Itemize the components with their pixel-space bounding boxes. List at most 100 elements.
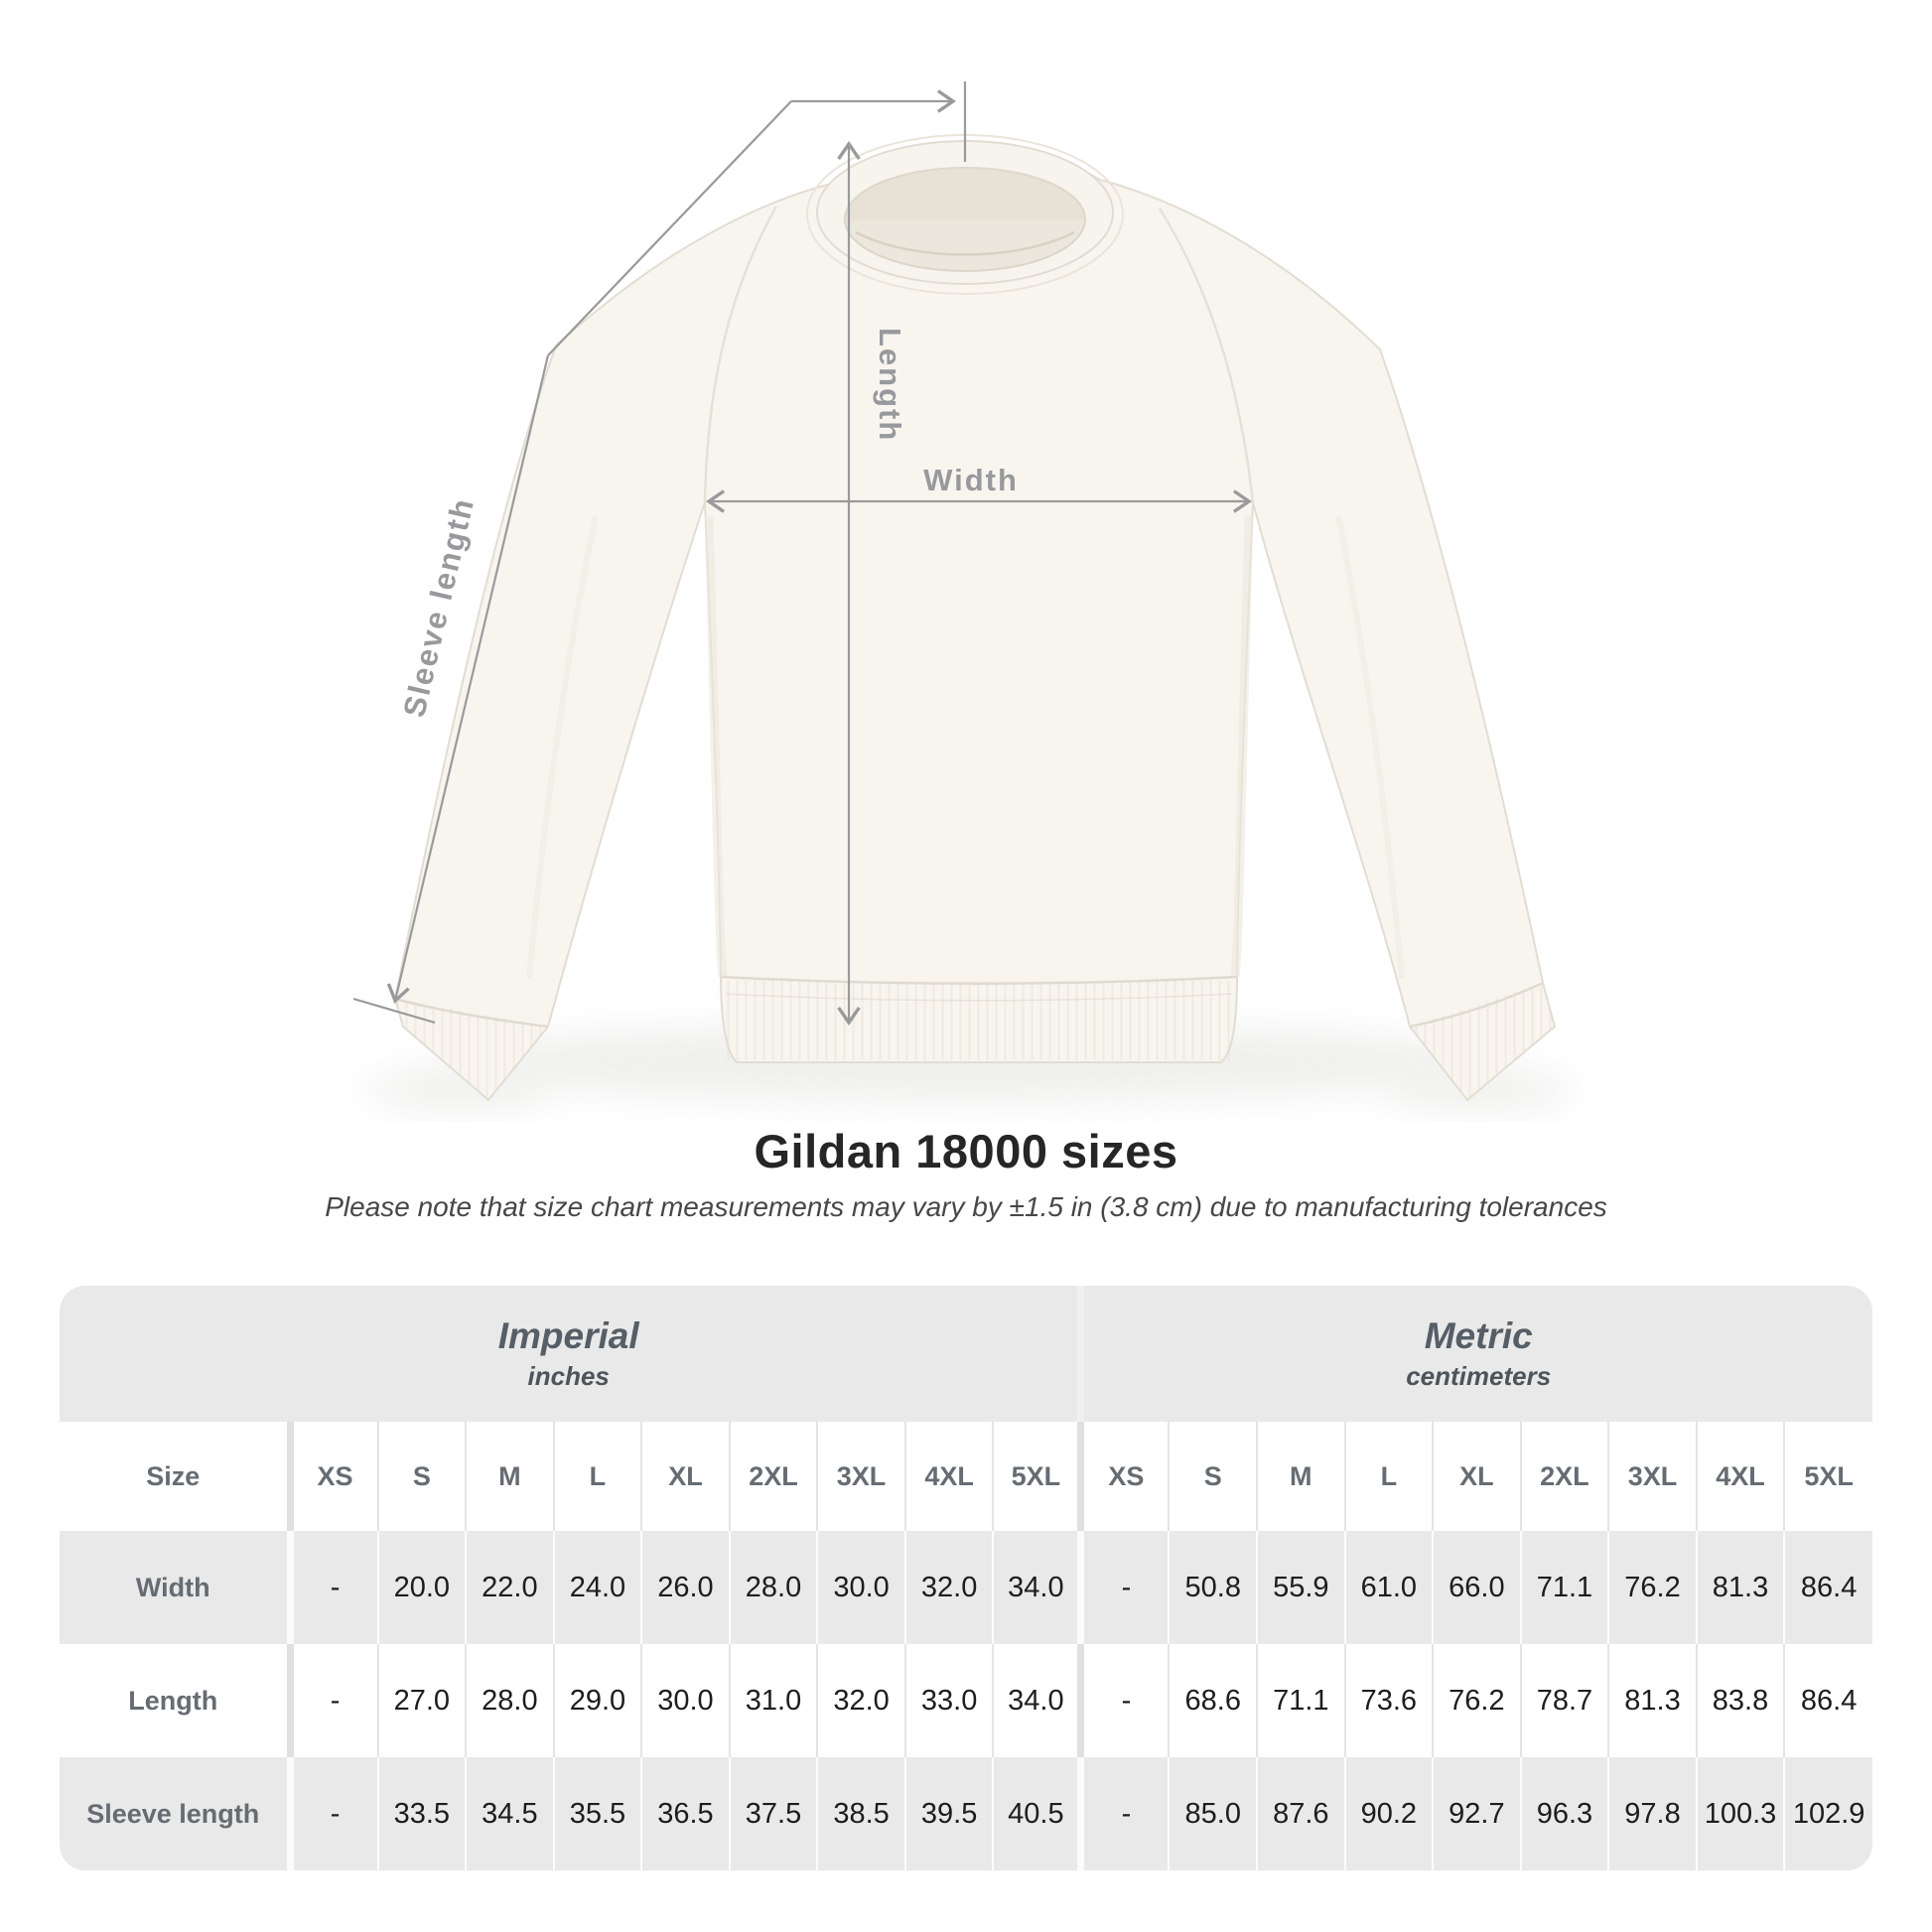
- size-col-header: L: [1343, 1422, 1434, 1531]
- size-col-header: M: [465, 1422, 554, 1531]
- table-cell: 78.7: [1519, 1644, 1609, 1757]
- table-cell: 28.0: [728, 1531, 818, 1644]
- size-col-header: XL: [1432, 1422, 1521, 1531]
- table-cell: 22.0: [465, 1531, 554, 1644]
- left-armhole-seam: [703, 206, 778, 503]
- width-label: Width: [923, 463, 1019, 497]
- table-cell: 50.8: [1168, 1531, 1258, 1644]
- right-sleeve-crease: [1335, 515, 1405, 979]
- right-body-crease: [1230, 515, 1254, 978]
- table-cell: 20.0: [376, 1531, 467, 1644]
- table-cell: 76.2: [1607, 1531, 1697, 1644]
- table-cell: 86.4: [1783, 1531, 1872, 1644]
- sleeve-length-line: [386, 354, 550, 1004]
- table-cell: 24.0: [552, 1531, 642, 1644]
- page-title: Gildan 18000 sizes: [754, 1125, 1178, 1177]
- table-cell: 38.5: [816, 1757, 905, 1870]
- table-cell: 96.3: [1519, 1757, 1609, 1870]
- table-cell: 37.5: [728, 1757, 818, 1870]
- collar: [806, 134, 1124, 295]
- table-cell: 33.0: [903, 1644, 994, 1757]
- size-col-header: XS: [286, 1422, 378, 1531]
- table-cell: 28.0: [465, 1644, 554, 1757]
- table-cell: -: [1077, 1644, 1170, 1757]
- metric-label: Metric: [1424, 1315, 1533, 1357]
- table-cell: 27.0: [376, 1644, 467, 1757]
- size-col-header: 3XL: [816, 1422, 905, 1531]
- table-cell: 76.2: [1432, 1644, 1521, 1757]
- measurement-lines: [352, 81, 1252, 1026]
- waistband-ribbing: [723, 981, 1235, 1060]
- size-col-header: 3XL: [1607, 1422, 1697, 1531]
- table-cell: 83.8: [1695, 1644, 1785, 1757]
- table-cell: -: [286, 1644, 378, 1757]
- size-col-header: S: [376, 1422, 467, 1531]
- table-cell: 102.9: [1783, 1757, 1872, 1870]
- table-cell: 40.5: [992, 1757, 1081, 1870]
- unit-band-row: Imperial inches Metric centimeters: [60, 1286, 1872, 1422]
- table-cell: 81.3: [1607, 1644, 1697, 1757]
- size-col-header: M: [1256, 1422, 1345, 1531]
- table-cell: 32.0: [903, 1531, 994, 1644]
- row-label: Length: [60, 1644, 290, 1757]
- size-table: Imperial inches Metric centimeters Size …: [60, 1286, 1872, 1870]
- table-cell: 73.6: [1343, 1644, 1434, 1757]
- table-cell: 34.5: [465, 1757, 554, 1870]
- size-header-row: Size XS S M L XL 2XL 3XL 4XL 5XL XS S M L XL 2XL 3XL 4XL…: [60, 1422, 1872, 1531]
- table-cell: 35.5: [552, 1757, 642, 1870]
- sweatshirt-diagram: Length Width Sleeve length: [352, 81, 1574, 1110]
- imperial-section-header: Imperial inches: [60, 1286, 1081, 1422]
- size-column-header: Size: [60, 1422, 290, 1531]
- table-cell: 97.8: [1607, 1757, 1697, 1870]
- table-cell: 92.7: [1432, 1757, 1521, 1870]
- imperial-label: Imperial: [497, 1315, 639, 1357]
- left-cuff-ribbing: [395, 999, 548, 1100]
- table-cell: 90.2: [1343, 1757, 1434, 1870]
- table-cell: 87.6: [1256, 1757, 1345, 1870]
- size-table-grid: Imperial inches Metric centimeters Size …: [60, 1286, 1872, 1870]
- table-cell: 68.6: [1168, 1644, 1258, 1757]
- table-cell: 39.5: [903, 1757, 994, 1870]
- table-cell: 66.0: [1432, 1531, 1521, 1644]
- tolerance-note: Please note that size chart measurements…: [325, 1191, 1607, 1222]
- table-cell: 29.0: [552, 1644, 642, 1757]
- size-col-header: S: [1168, 1422, 1258, 1531]
- size-col-header: 5XL: [992, 1422, 1081, 1531]
- right-cuff-ribbing: [1410, 983, 1555, 1100]
- size-table-body: Width -20.0 22.0 24.0 26.0 28.0 30.0 32.0 34.0-5…: [60, 1531, 1872, 1870]
- table-cell: 81.3: [1695, 1531, 1785, 1644]
- metric-section-header: Metric centimeters: [1077, 1286, 1872, 1422]
- table-cell: 100.3: [1695, 1757, 1785, 1870]
- row-label: Sleeve length: [60, 1757, 290, 1870]
- sleeve-end-tick: [352, 997, 436, 1025]
- table-cell: 33.5: [376, 1757, 467, 1870]
- table-cell: 26.0: [640, 1531, 730, 1644]
- table-cell: 34.0: [992, 1644, 1081, 1757]
- table-cell: -: [1077, 1757, 1170, 1870]
- row-label: Width: [60, 1531, 290, 1644]
- table-cell: 85.0: [1168, 1757, 1258, 1870]
- metric-sublabel: centimeters: [1406, 1360, 1552, 1391]
- size-col-header: XS: [1077, 1422, 1170, 1531]
- length-label: Length: [873, 328, 907, 442]
- product-photo: Length Width Sleeve length: [352, 81, 1574, 1110]
- table-cell: 30.0: [816, 1531, 905, 1644]
- table-cell: -: [1077, 1531, 1170, 1644]
- size-col-header: XL: [640, 1422, 730, 1531]
- size-col-header: 5XL: [1783, 1422, 1872, 1531]
- sweatshirt: [393, 134, 1557, 1102]
- left-sleeve-crease: [526, 515, 599, 979]
- table-row: Length -27.0 28.0 29.0 30.0 31.0 32.0 33.0 34.0-…: [60, 1644, 1872, 1757]
- table-cell: -: [286, 1531, 378, 1644]
- table-row: Width -20.0 22.0 24.0 26.0 28.0 30.0 32.0 34.0-5…: [60, 1531, 1872, 1644]
- right-armhole-seam: [1158, 207, 1255, 503]
- size-col-header: 2XL: [728, 1422, 818, 1531]
- table-cell: 61.0: [1343, 1531, 1434, 1644]
- table-cell: 32.0: [816, 1644, 905, 1757]
- table-cell: 71.1: [1519, 1531, 1609, 1644]
- shoulder-guide-line: [547, 100, 792, 356]
- table-cell: 71.1: [1256, 1644, 1345, 1757]
- table-cell: 55.9: [1256, 1531, 1345, 1644]
- size-col-header: 2XL: [1519, 1422, 1609, 1531]
